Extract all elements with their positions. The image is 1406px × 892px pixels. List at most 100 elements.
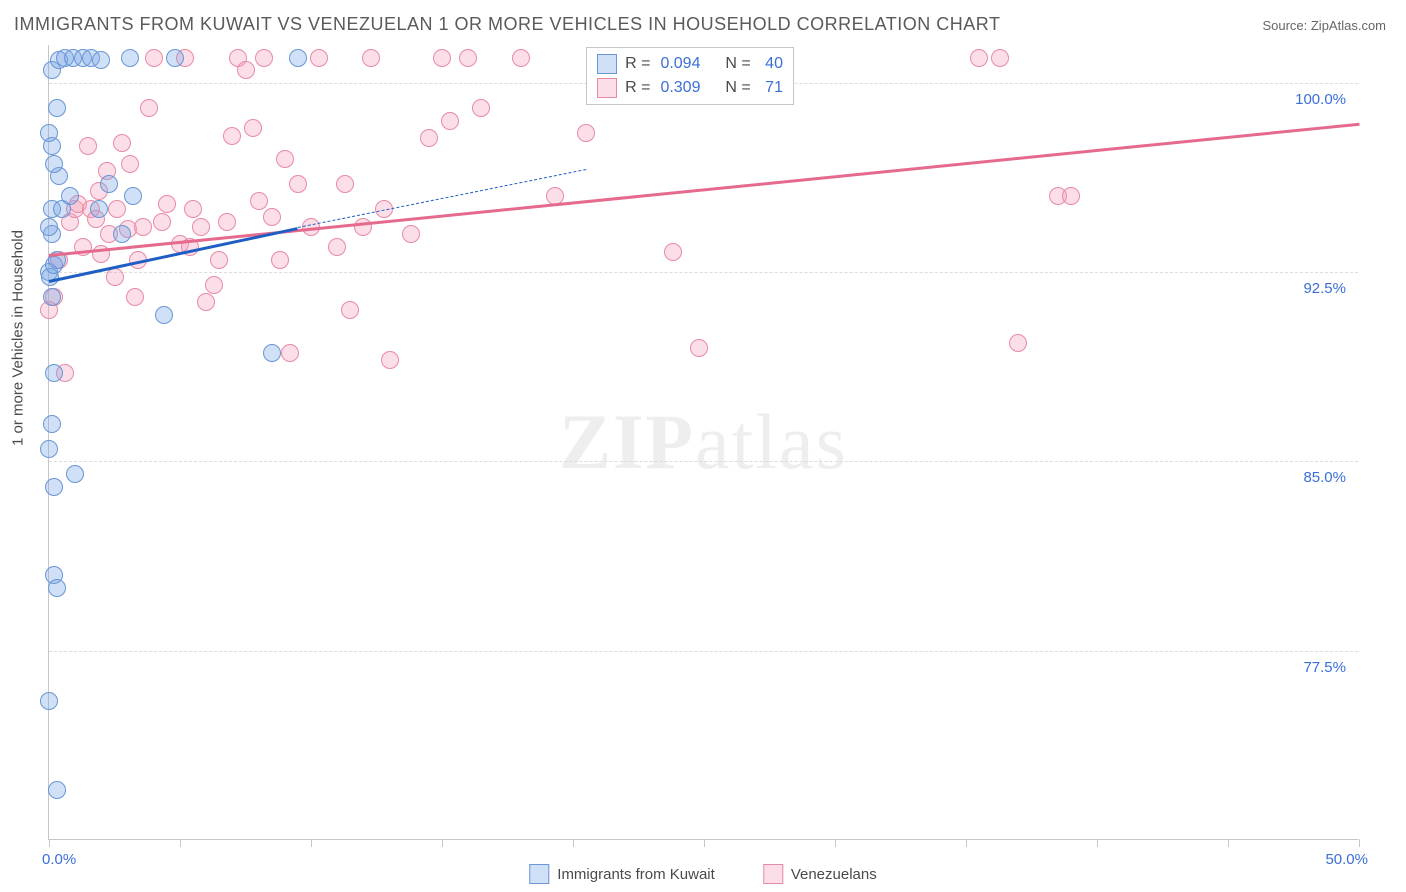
point-series-b [991, 49, 1009, 67]
legend-label-b: Venezuelans [791, 866, 877, 883]
n-value: 40 [761, 52, 783, 76]
point-series-a [124, 187, 142, 205]
point-series-a [40, 218, 58, 236]
x-tick [966, 839, 967, 847]
watermark: ZIPatlas [559, 397, 848, 487]
point-series-b [237, 61, 255, 79]
point-series-b [328, 238, 346, 256]
y-tick-label: 77.5% [1303, 659, 1346, 676]
point-series-b [263, 208, 281, 226]
point-series-a [45, 155, 63, 173]
source-label: Source: ZipAtlas.com [1262, 18, 1386, 33]
r-value: 0.094 [660, 52, 700, 76]
point-series-a [92, 51, 110, 69]
x-tick [704, 839, 705, 847]
point-series-a [166, 49, 184, 67]
point-series-b [664, 243, 682, 261]
y-axis-label: 1 or more Vehicles in Household [10, 230, 27, 446]
point-series-b [289, 175, 307, 193]
point-series-a [263, 344, 281, 362]
stats-legend: R = 0.094 N = 40R =0.309 N = 71 [586, 47, 794, 105]
stats-legend-row: R =0.309 N = 71 [597, 76, 783, 100]
point-series-a [289, 49, 307, 67]
r-label: R = [625, 76, 650, 100]
point-series-b [134, 218, 152, 236]
point-series-b [381, 351, 399, 369]
legend-swatch-a [529, 864, 549, 884]
point-series-a [48, 99, 66, 117]
point-series-b [276, 150, 294, 168]
point-series-b [192, 218, 210, 236]
x-tick [573, 839, 574, 847]
point-series-a [40, 124, 58, 142]
x-tick [49, 839, 50, 847]
point-series-a [155, 306, 173, 324]
x-tick [180, 839, 181, 847]
point-series-a [48, 781, 66, 799]
point-series-b [577, 124, 595, 142]
point-series-b [79, 137, 97, 155]
point-series-b [121, 155, 139, 173]
point-series-b [271, 251, 289, 269]
point-series-b [250, 192, 268, 210]
point-series-b [354, 218, 372, 236]
x-tick [1097, 839, 1098, 847]
point-series-b [362, 49, 380, 67]
point-series-a [113, 225, 131, 243]
point-series-b [140, 99, 158, 117]
y-tick-label: 100.0% [1295, 91, 1346, 108]
point-series-b [113, 134, 131, 152]
y-tick-label: 85.0% [1303, 469, 1346, 486]
point-series-b [402, 225, 420, 243]
point-series-b [420, 129, 438, 147]
x-tick-label-min: 0.0% [42, 851, 76, 868]
point-series-b [106, 268, 124, 286]
point-series-b [472, 99, 490, 117]
point-series-b [210, 251, 228, 269]
point-series-a [45, 364, 63, 382]
bottom-legend: Immigrants from Kuwait Venezuelans [529, 864, 876, 884]
point-series-a [48, 579, 66, 597]
n-value: 71 [761, 76, 783, 100]
point-series-a [40, 692, 58, 710]
point-series-b [341, 301, 359, 319]
point-series-b [244, 119, 262, 137]
point-series-a [61, 187, 79, 205]
legend-swatch [597, 78, 617, 98]
point-series-a [45, 478, 63, 496]
x-tick [442, 839, 443, 847]
legend-item-b: Venezuelans [763, 864, 877, 884]
n-label: N = [725, 52, 750, 76]
legend-label-a: Immigrants from Kuwait [557, 866, 715, 883]
point-series-b [158, 195, 176, 213]
point-series-b [126, 288, 144, 306]
gridline [49, 272, 1358, 273]
watermark-atlas: atlas [695, 398, 848, 485]
y-tick-label: 92.5% [1303, 280, 1346, 297]
point-series-b [223, 127, 241, 145]
x-tick [311, 839, 312, 847]
chart-container: IMMIGRANTS FROM KUWAIT VS VENEZUELAN 1 O… [0, 0, 1406, 892]
gridline [49, 651, 1358, 652]
point-series-b [281, 344, 299, 362]
chart-title: IMMIGRANTS FROM KUWAIT VS VENEZUELAN 1 O… [14, 14, 1000, 35]
point-series-a [121, 49, 139, 67]
point-series-b [459, 49, 477, 67]
legend-item-a: Immigrants from Kuwait [529, 864, 715, 884]
point-series-b [433, 49, 451, 67]
point-series-b [255, 49, 273, 67]
point-series-b [1062, 187, 1080, 205]
stats-legend-row: R = 0.094 N = 40 [597, 52, 783, 76]
gridline [49, 461, 1358, 462]
x-tick [835, 839, 836, 847]
point-series-a [43, 288, 61, 306]
r-label: R = [625, 52, 650, 76]
point-series-a [90, 200, 108, 218]
legend-swatch [597, 54, 617, 74]
plot-area: ZIPatlas 77.5% 85.0% 92.5% 100.0% R = 0.094 N… [48, 45, 1358, 840]
n-label: N = [725, 76, 750, 100]
point-series-b [205, 276, 223, 294]
point-series-b [197, 293, 215, 311]
point-series-b [690, 339, 708, 357]
x-tick-label-max: 50.0% [1325, 851, 1368, 868]
